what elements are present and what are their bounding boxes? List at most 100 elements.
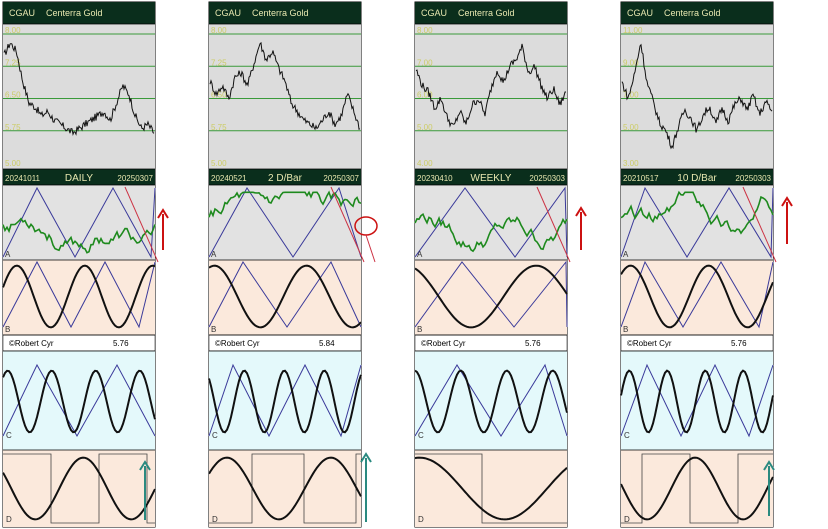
credit-label: ©Robert Cyr bbox=[215, 339, 260, 348]
timeframe-label: 10 D/Bar bbox=[677, 173, 717, 184]
panel-a-zigzag bbox=[208, 186, 362, 258]
panel-c-label: C bbox=[212, 431, 218, 440]
panel-d-bg bbox=[209, 450, 361, 527]
teal-up-arrow-2-head bbox=[360, 452, 372, 463]
teal-up-arrow-1-head bbox=[139, 460, 151, 471]
panel-a-projection-line bbox=[742, 186, 777, 263]
price-series-line bbox=[415, 43, 566, 128]
panel-c-label: C bbox=[418, 431, 424, 440]
timeframe-label: 2 D/Bar bbox=[268, 173, 303, 184]
panel-c-zigzag bbox=[414, 363, 568, 437]
price-tick-label: 5.00 bbox=[623, 123, 639, 132]
red-up-arrow-2-head bbox=[575, 206, 587, 217]
panel-a-label: A bbox=[5, 250, 11, 259]
timeframe-label: DAILY bbox=[65, 173, 93, 184]
last-price-label: 5.76 bbox=[113, 339, 129, 348]
date-strip bbox=[209, 169, 361, 185]
panel-d-cycle bbox=[2, 456, 156, 521]
chart-panel-2: CGAU Centerra Gold 8.00 7.25 6.50 5.75 5.00 202… bbox=[208, 1, 365, 528]
panel-c-bg bbox=[3, 351, 155, 450]
panel-d-label: D bbox=[6, 515, 12, 524]
teal-up-arrow-1 bbox=[139, 460, 151, 520]
price-tick-label: 6.50 bbox=[5, 91, 21, 100]
panel-c-cycle bbox=[208, 369, 362, 434]
company-label: Centerra Gold bbox=[458, 8, 515, 18]
price-tick-label: 3.00 bbox=[623, 159, 639, 168]
panel-a-label: A bbox=[623, 250, 629, 259]
last-price-label: 5.76 bbox=[731, 339, 747, 348]
panel-d-bg bbox=[3, 450, 155, 527]
panel-d-cycle bbox=[620, 456, 774, 521]
panel-a-label: A bbox=[211, 250, 217, 259]
panel-a-zigzag bbox=[620, 186, 774, 259]
price-tick-label: 5.00 bbox=[211, 159, 227, 168]
panel-d-bg bbox=[621, 450, 773, 527]
start-date-label: 20230410 bbox=[417, 174, 453, 183]
panel-b-label: B bbox=[211, 325, 216, 334]
panel-c-label: C bbox=[624, 431, 630, 440]
panel-d-label: D bbox=[624, 515, 630, 524]
start-date-label: 20210517 bbox=[623, 174, 659, 183]
price-tick-label: 7.00 bbox=[623, 91, 639, 100]
panel-header bbox=[415, 2, 567, 24]
price-series-line bbox=[3, 43, 155, 136]
price-tick-label: 6.50 bbox=[211, 91, 227, 100]
price-tick-label: 5.00 bbox=[417, 123, 433, 132]
company-label: Centerra Gold bbox=[252, 8, 309, 18]
panel-b-cycle bbox=[620, 264, 774, 329]
start-date-label: 20240521 bbox=[211, 174, 247, 183]
panel-b-cycle bbox=[414, 264, 568, 329]
panel-b-cycle bbox=[208, 264, 362, 329]
panel-c-label: C bbox=[6, 431, 12, 440]
last-price-label: 5.84 bbox=[319, 339, 335, 348]
price-tick-label: 4.00 bbox=[417, 159, 433, 168]
panel-a-projection-line bbox=[330, 186, 365, 263]
panel-a-projection-line bbox=[124, 186, 159, 263]
price-tick-label: 7.00 bbox=[417, 58, 433, 67]
price-tick-label: 6.00 bbox=[417, 91, 433, 100]
panel-a-oscillator bbox=[2, 217, 156, 254]
red-up-arrow-1 bbox=[157, 208, 169, 250]
panel-c-zigzag bbox=[208, 363, 362, 438]
company-label: Centerra Gold bbox=[46, 8, 103, 18]
price-tick-label: 5.75 bbox=[5, 123, 21, 132]
price-series-line bbox=[209, 41, 361, 131]
timeframe-label: WEEKLY bbox=[471, 173, 512, 184]
panel-b-label: B bbox=[417, 325, 422, 334]
symbol-label: CGAU bbox=[9, 8, 35, 18]
chart-panel-3: CGAU Centerra Gold 8.00 7.00 6.00 5.00 4.00 202… bbox=[414, 1, 571, 528]
price-tick-label: 8.00 bbox=[211, 26, 227, 35]
panel-d-square-wave bbox=[415, 453, 567, 524]
teal-up-arrow-2 bbox=[360, 452, 372, 522]
circle-projection-line bbox=[365, 234, 376, 263]
panel-a-oscillator bbox=[414, 212, 568, 253]
price-area bbox=[209, 24, 361, 169]
panel-b-bg bbox=[3, 260, 155, 335]
symbol-label: CGAU bbox=[215, 8, 241, 18]
symbol-label: CGAU bbox=[421, 8, 447, 18]
date-strip bbox=[3, 169, 155, 185]
end-date-label: 20250307 bbox=[323, 174, 359, 183]
panel-b-cycle bbox=[2, 264, 156, 329]
price-tick-label: 8.00 bbox=[5, 26, 21, 35]
panel-c-zigzag bbox=[620, 363, 774, 438]
panel-a-oscillator bbox=[620, 190, 774, 235]
panel-c-cycle bbox=[620, 369, 774, 434]
panel-c-zigzag bbox=[2, 363, 156, 438]
company-label: Centerra Gold bbox=[664, 8, 721, 18]
panel-header bbox=[209, 2, 361, 24]
last-price-label: 5.76 bbox=[525, 339, 541, 348]
end-date-label: 20250307 bbox=[117, 174, 153, 183]
panel-d-square-wave bbox=[621, 453, 773, 524]
panel-a-bg bbox=[209, 185, 361, 260]
price-area bbox=[415, 24, 567, 169]
panel-header bbox=[3, 2, 155, 24]
panel-b-zigzag bbox=[2, 260, 156, 329]
date-strip bbox=[621, 169, 773, 185]
price-area bbox=[3, 24, 155, 169]
symbol-label: CGAU bbox=[627, 8, 653, 18]
chart-panel-1: CGAU Centerra Gold 8.00 7.25 6.50 5.75 5.00 202… bbox=[2, 1, 159, 528]
credit-label: ©Robert Cyr bbox=[421, 339, 466, 348]
panel-d-bg bbox=[415, 450, 567, 527]
